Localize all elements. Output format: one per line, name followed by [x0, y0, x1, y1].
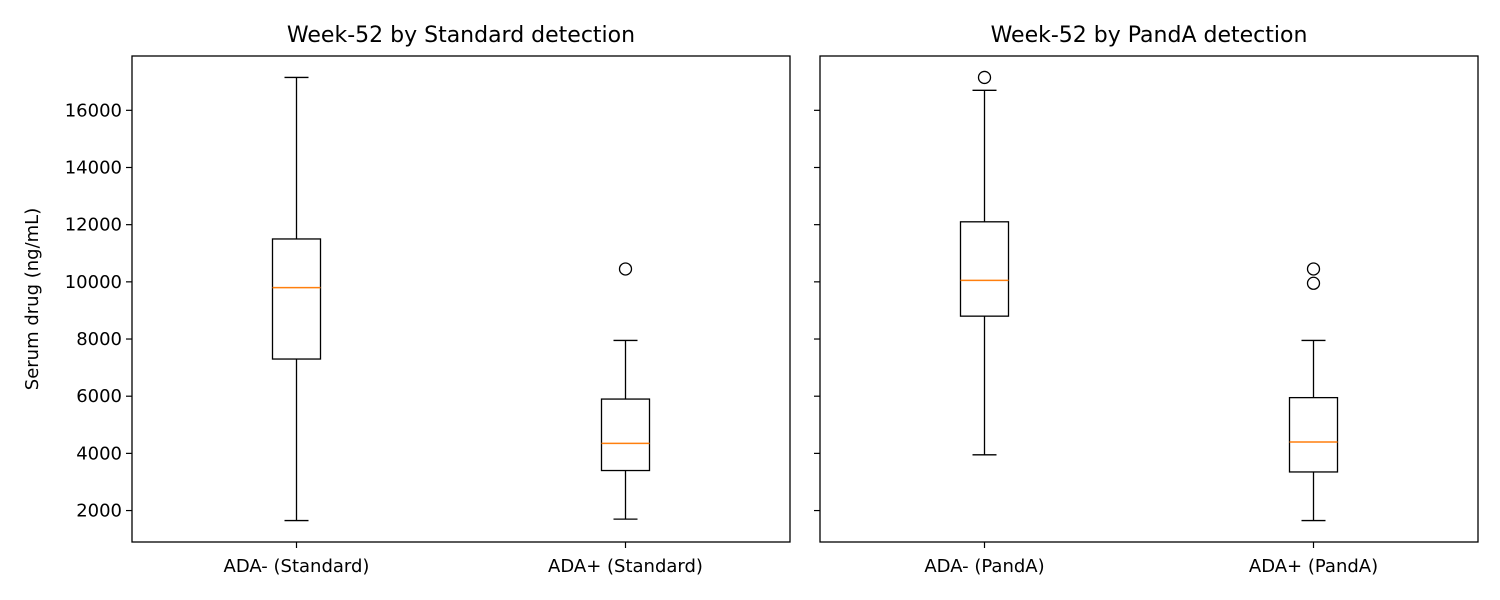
y-tick-label: 2000 [76, 501, 122, 522]
outlier-point [1306, 276, 1321, 290]
box-iqr [600, 398, 651, 472]
plot-frame [131, 55, 791, 543]
x-tick-label: ADA- (Standard) [224, 556, 370, 577]
y-tick-label: 8000 [76, 329, 122, 350]
outlier-point [977, 70, 992, 85]
outlier-point [1306, 262, 1321, 276]
y-tick-label: 14000 [65, 157, 122, 178]
x-tick-label: ADA- (PandA) [924, 556, 1044, 577]
left-chart-panel: Week-52 by Standard detection 2000 4000 600… [22, 23, 791, 577]
y-tick-label: 16000 [65, 100, 122, 121]
box-iqr [271, 238, 322, 360]
outlier-point [618, 262, 633, 276]
box-iqr [959, 221, 1010, 317]
x-tick-label: ADA+ (PandA) [1249, 556, 1378, 577]
chart-title: Week-52 by PandA detection [991, 23, 1308, 48]
plot-frame [819, 55, 1479, 543]
chart-title: Week-52 by Standard detection [287, 23, 635, 48]
x-tick-label: ADA+ (Standard) [548, 556, 703, 577]
y-tick-label: 4000 [76, 443, 122, 464]
y-axis-label: Serum drug (ng/mL) [22, 208, 43, 390]
right-chart-panel: Week-52 by PandA detection ADA- (PandA) AD… [814, 23, 1479, 577]
y-tick-label: 12000 [65, 215, 122, 236]
box-iqr [1288, 396, 1339, 473]
y-tick-label: 6000 [76, 386, 122, 407]
y-tick-label: 10000 [65, 272, 122, 293]
